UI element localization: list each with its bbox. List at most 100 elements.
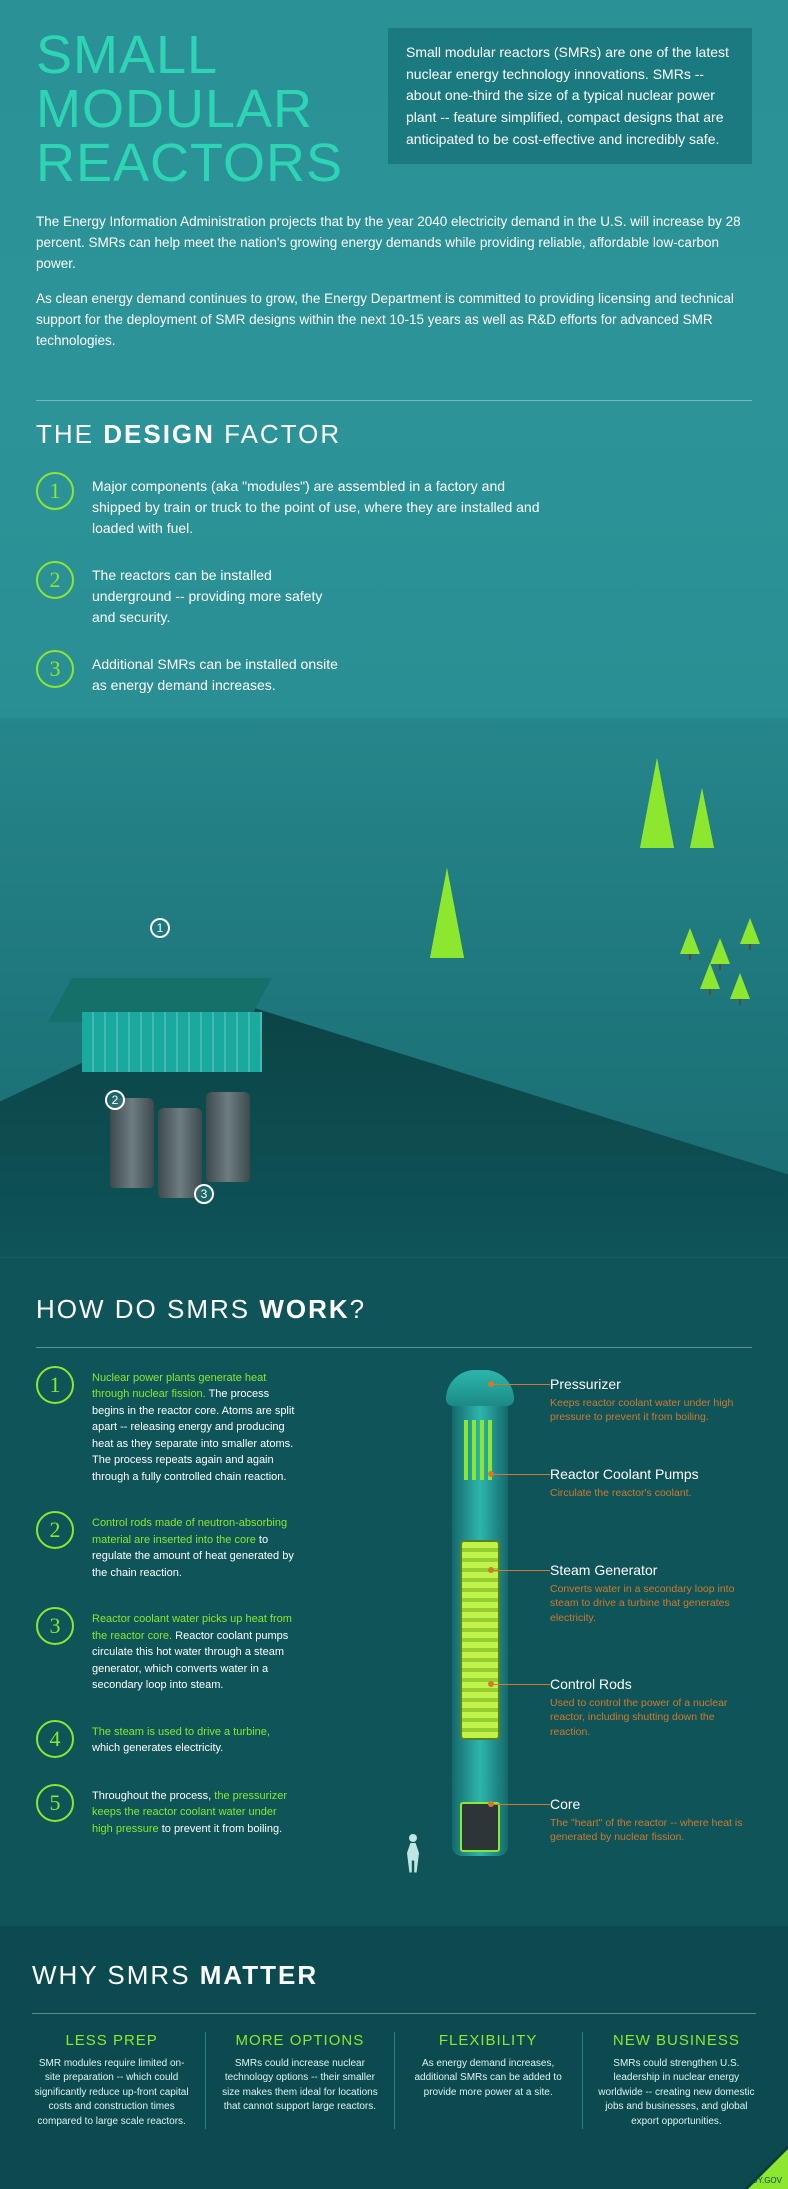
work-step-text: Reactor coolant water picks up heat from… [92, 1607, 296, 1694]
label-desc: Used to control the power of a nuclear r… [550, 1696, 750, 1740]
footer-source: ENERGY.GOV [729, 2176, 782, 2185]
number-circle: 3 [36, 650, 74, 688]
main-title: SMALL MODULAR REACTORS [36, 28, 366, 190]
label-dot [488, 1567, 494, 1573]
person-scale-icon [406, 1834, 420, 1876]
number-circle: 2 [36, 561, 74, 599]
step-rest-c: to prevent it from boiling. [159, 1823, 283, 1835]
design-item-text: Major components (aka "modules") are ass… [92, 472, 556, 539]
label-title: Reactor Coolant Pumps [550, 1466, 750, 1482]
number-circle: 5 [36, 1784, 74, 1822]
reactor-label: Control Rods Used to control the power o… [550, 1676, 750, 1740]
design-heading: THE DESIGN FACTOR [36, 419, 752, 450]
reactor-label: Steam Generator Converts water in a seco… [550, 1562, 750, 1626]
label-line [494, 1384, 550, 1385]
transmission-tower-icon [640, 758, 674, 848]
how-smrs-work-section: HOW DO SMRS WORK? 1 Nuclear power plants… [0, 1258, 788, 1926]
heading-pre: WHY SMRS [32, 1960, 200, 1990]
reactor-label: Reactor Coolant Pumps Circulate the reac… [550, 1466, 750, 1501]
heading-pre: HOW DO SMRS [36, 1294, 259, 1324]
label-line [494, 1684, 550, 1685]
work-step-text: The steam is used to drive a turbine, wh… [92, 1720, 296, 1757]
matter-card-title: LESS PREP [32, 2032, 191, 2049]
header-section: SMALL MODULAR REACTORS Small modular rea… [0, 0, 788, 372]
reactor-cutaway-icon [434, 1370, 526, 1878]
lead-paragraph: Small modular reactors (SMRs) are one of… [388, 28, 752, 164]
matter-card-title: FLEXIBILITY [409, 2032, 568, 2049]
tree-icon [700, 963, 720, 989]
work-step-text: Control rods made of neutron-absorbing m… [92, 1511, 296, 1581]
label-dot [488, 1681, 494, 1687]
work-step-text: Throughout the process, the pressurizer … [92, 1784, 296, 1838]
callout-pin-2: 2 [105, 1090, 125, 1110]
design-item-text: The reactors can be installed undergroun… [92, 561, 342, 628]
work-step: 3 Reactor coolant water picks up heat fr… [36, 1607, 296, 1694]
label-title: Pressurizer [550, 1376, 750, 1392]
number-circle: 1 [36, 1366, 74, 1404]
isometric-scene: 1 2 3 [0, 718, 788, 1258]
label-title: Steam Generator [550, 1562, 750, 1578]
label-desc: Circulate the reactor's coolant. [550, 1486, 750, 1501]
step-rest: The process begins in the reactor core. … [92, 1388, 294, 1483]
label-desc: Converts water in a secondary loop into … [550, 1582, 750, 1626]
tree-icon [730, 973, 750, 999]
building-front [82, 1012, 262, 1072]
why-smrs-matter-section: WHY SMRS MATTER LESS PREP SMR modules re… [0, 1926, 788, 2189]
heading-post: FACTOR [215, 419, 341, 449]
design-factor-section: THE DESIGN FACTOR 1 Major components (ak… [0, 372, 788, 1258]
divider-line [36, 400, 752, 401]
work-step-text: Nuclear power plants generate heat throu… [92, 1366, 296, 1486]
work-heading: HOW DO SMRS WORK? [36, 1294, 752, 1325]
heading-strong: MATTER [200, 1960, 318, 1990]
header-top-row: SMALL MODULAR REACTORS Small modular rea… [36, 28, 752, 190]
matter-card-body: SMRs could strengthen U.S. leadership in… [597, 2057, 756, 2130]
reactor-cap [446, 1370, 514, 1406]
transmission-tower-icon [690, 788, 724, 848]
matter-cards-row: LESS PREP SMR modules require limited on… [32, 2032, 756, 2130]
number-circle: 3 [36, 1607, 74, 1645]
label-title: Control Rods [550, 1676, 750, 1692]
divider-line [32, 2013, 756, 2014]
label-title: Core [550, 1796, 750, 1812]
label-line [494, 1570, 550, 1571]
matter-card-body: SMR modules require limited on-site prep… [32, 2057, 191, 2130]
label-line [494, 1474, 550, 1475]
work-grid: 1 Nuclear power plants generate heat thr… [36, 1366, 752, 1886]
design-item: 2 The reactors can be installed undergro… [36, 561, 556, 628]
reactor-diagram-column: Pressurizer Keeps reactor coolant water … [314, 1366, 752, 1886]
card-divider [394, 2032, 395, 2130]
heading-strong: DESIGN [103, 419, 215, 449]
heading-post: ? [350, 1294, 366, 1324]
label-dot [488, 1471, 494, 1477]
reactor-core [460, 1802, 500, 1852]
work-step: 4 The steam is used to drive a turbine, … [36, 1720, 296, 1758]
work-step: 2 Control rods made of neutron-absorbing… [36, 1511, 296, 1581]
label-line [494, 1804, 550, 1805]
matter-card: NEW BUSINESS SMRs could strengthen U.S. … [597, 2032, 756, 2130]
heading-pre: THE [36, 419, 103, 449]
intro-paragraph-1: The Energy Information Administration pr… [36, 212, 752, 275]
work-steps-column: 1 Nuclear power plants generate heat thr… [36, 1366, 296, 1886]
step-rest: which generates electricity. [92, 1742, 223, 1754]
reactor-module-icon [110, 1098, 154, 1188]
reactor-label: Core The "heart" of the reactor -- where… [550, 1796, 750, 1845]
design-item-text: Additional SMRs can be installed onsite … [92, 650, 342, 696]
reactor-module-icon [206, 1092, 250, 1182]
tree-icon [680, 928, 700, 954]
design-item: 1 Major components (aka "modules") are a… [36, 472, 556, 539]
heading-strong: WORK [259, 1294, 349, 1324]
number-circle: 2 [36, 1511, 74, 1549]
work-step: 1 Nuclear power plants generate heat thr… [36, 1366, 296, 1486]
matter-card-title: NEW BUSINESS [597, 2032, 756, 2049]
number-circle: 4 [36, 1720, 74, 1758]
step-rest-a: Throughout the process, [92, 1790, 214, 1802]
card-divider [582, 2032, 583, 2130]
matter-card-title: MORE OPTIONS [220, 2032, 379, 2049]
tree-icon [740, 918, 760, 944]
callout-pin-1: 1 [150, 918, 170, 938]
matter-card: LESS PREP SMR modules require limited on… [32, 2032, 191, 2130]
step-lead: The steam is used to drive a turbine, [92, 1726, 270, 1738]
matter-card-body: SMRs could increase nuclear technology o… [220, 2057, 379, 2115]
matter-card-body: As energy demand increases, additional S… [409, 2057, 568, 2101]
facility-building [60, 978, 260, 1098]
